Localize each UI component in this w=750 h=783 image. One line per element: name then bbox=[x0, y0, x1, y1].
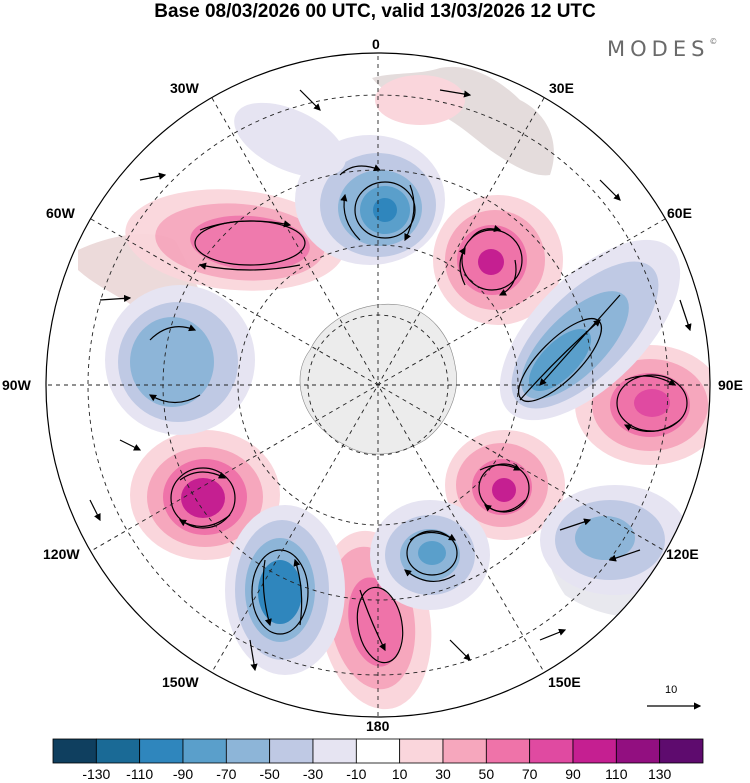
anomaly-lobe-110e bbox=[445, 430, 565, 540]
lon-label-150w: 150W bbox=[162, 674, 199, 690]
anomaly-lobe-30w bbox=[234, 102, 346, 178]
lon-label-30w: 30W bbox=[170, 80, 199, 96]
brand-copyright-mark: © bbox=[709, 37, 718, 46]
lon-label-150e: 150E bbox=[548, 674, 581, 690]
colorbar-tick-label: 90 bbox=[565, 766, 581, 782]
colorbar-swatch bbox=[139, 738, 184, 764]
colorbar-tick-label: 50 bbox=[478, 766, 495, 782]
lon-label-120e: 120E bbox=[666, 546, 699, 562]
map-title: Base 08/03/2026 00 UTC, valid 13/03/2026… bbox=[154, 1, 596, 22]
colorbar-swatch bbox=[572, 738, 617, 764]
colorbar-swatch bbox=[52, 738, 97, 764]
anomaly-lobe-20e-north bbox=[375, 75, 465, 125]
map-border bbox=[45, 52, 711, 718]
colorbar-swatch bbox=[95, 738, 141, 764]
lon-label-120w: 120W bbox=[43, 546, 80, 562]
colorbar-tick-label: -130 bbox=[82, 766, 111, 782]
colorbar-tick-label: -50 bbox=[259, 766, 280, 782]
lon-label-60e: 60E bbox=[667, 205, 692, 221]
colorbar-swatch bbox=[399, 738, 444, 764]
brand-name: MODES bbox=[607, 37, 710, 61]
anomaly-lobe-80w bbox=[105, 285, 255, 435]
colorbar-tick-label: -70 bbox=[216, 766, 237, 782]
graticule bbox=[46, 53, 710, 717]
lon-label-90e: 90E bbox=[718, 377, 743, 393]
colorbar-swatch bbox=[225, 738, 271, 764]
colorbar-swatch bbox=[182, 738, 227, 764]
brand-logo: MODES© bbox=[607, 37, 717, 61]
anomaly-lobe-130e bbox=[540, 485, 690, 595]
colorbar-swatch bbox=[615, 738, 661, 764]
colorbar-swatch bbox=[355, 738, 401, 764]
wind-vectors bbox=[89, 89, 692, 672]
lon-label-180: 180 bbox=[366, 718, 390, 734]
colorbar-tick-label: -10 bbox=[346, 766, 367, 782]
lon-label-0: 0 bbox=[372, 36, 380, 52]
lon-label-60w: 60W bbox=[46, 205, 75, 221]
lon-label-30e: 30E bbox=[549, 80, 574, 96]
reference-vector-label: 10 bbox=[665, 684, 678, 696]
colorbar-swatch bbox=[659, 738, 704, 764]
colorbar-tick-label: 10 bbox=[391, 766, 408, 782]
colorbar-swatch bbox=[485, 738, 531, 764]
colorbar-swatch bbox=[269, 738, 314, 764]
colorbar-tick-label: 70 bbox=[521, 766, 538, 782]
colorbar-tick-label: 110 bbox=[605, 766, 628, 782]
colorbar-swatch bbox=[442, 738, 487, 764]
lon-label-90w: 90W bbox=[2, 377, 31, 393]
anomaly-lobe-20e bbox=[433, 195, 563, 325]
colorbar-swatch bbox=[529, 738, 574, 764]
colorbar-tick-label: 30 bbox=[435, 766, 451, 782]
colorbar-tick-label: -90 bbox=[172, 766, 194, 782]
polar-map bbox=[45, 52, 711, 718]
colorbar-tick-label: -110 bbox=[126, 766, 154, 782]
anomaly-lobe-120w bbox=[130, 430, 280, 560]
colorbar-swatch bbox=[312, 738, 357, 764]
colorbar-tick-label: -30 bbox=[302, 766, 324, 782]
anomaly-lobe-60w bbox=[125, 189, 345, 291]
colorbar-tick-label: 130 bbox=[647, 766, 672, 782]
